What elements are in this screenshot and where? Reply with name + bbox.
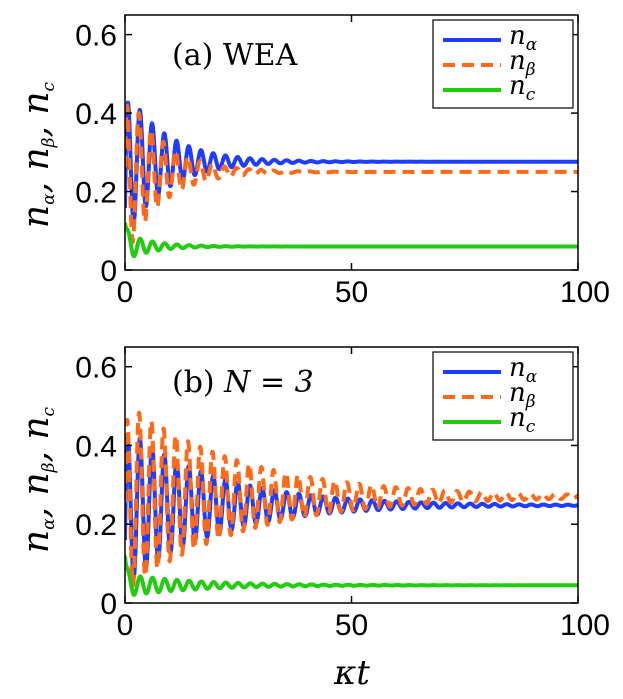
x-tick-label-b: 50 xyxy=(335,609,368,642)
x-tick-label-a: 100 xyxy=(560,276,610,309)
panel-a: nα, nβ, nc (a) WEA 0 50 100 0 0.2 0.4 0.6 nαnβn… xyxy=(16,14,610,309)
plot-area-a xyxy=(125,100,578,259)
legend-label-alpha-a: nα xyxy=(509,21,538,55)
x-tick-label-a: 50 xyxy=(335,276,368,309)
y-tick-label-a: 0.2 xyxy=(75,177,117,210)
plot-area-b xyxy=(125,410,578,597)
y-tick-label-b: 0.4 xyxy=(75,430,117,463)
y-tick-label-a: 0 xyxy=(100,255,117,288)
legend-label-beta-a: nβ xyxy=(509,46,536,80)
legend-label-alpha-b: nα xyxy=(509,353,538,387)
x-tick-label-a: 0 xyxy=(117,276,134,309)
y-axis-label-a: nα, nβ, nc xyxy=(16,81,59,228)
legend-label-c-a: nc xyxy=(509,71,536,105)
y-tick-label-a: 0.6 xyxy=(75,20,117,53)
legend-label-c-b: nc xyxy=(509,403,536,437)
panel-title-a: (a) WEA xyxy=(172,38,298,73)
series-line-alpha-a xyxy=(125,100,578,225)
x-tick-label-b: 100 xyxy=(560,609,610,642)
y-tick-label-b: 0.6 xyxy=(75,352,117,385)
series-line-c-b xyxy=(125,555,578,597)
y-tick-label-b: 0 xyxy=(100,588,117,621)
y-tick-label-b: 0.2 xyxy=(75,509,117,542)
y-tick-label-a: 0.4 xyxy=(75,98,117,131)
legend-box-b xyxy=(432,351,574,441)
series-line-beta-b xyxy=(125,410,578,588)
x-tick-label-b: 0 xyxy=(117,609,134,642)
series-line-c-a xyxy=(125,222,578,259)
y-axis-label-b: nα, nβ, nc xyxy=(16,406,59,553)
x-axis-label: κt xyxy=(333,653,370,693)
legend-label-beta-b: nβ xyxy=(509,378,536,412)
panel-title-b: (b) N = 3 xyxy=(172,365,314,400)
series-line-beta-a xyxy=(125,103,578,244)
panel-b: nα, nβ, nc (b) N = 3 κt 0 50 100 0 0.2 0.4 0.6… xyxy=(16,346,610,693)
legend-box-a xyxy=(432,19,574,109)
